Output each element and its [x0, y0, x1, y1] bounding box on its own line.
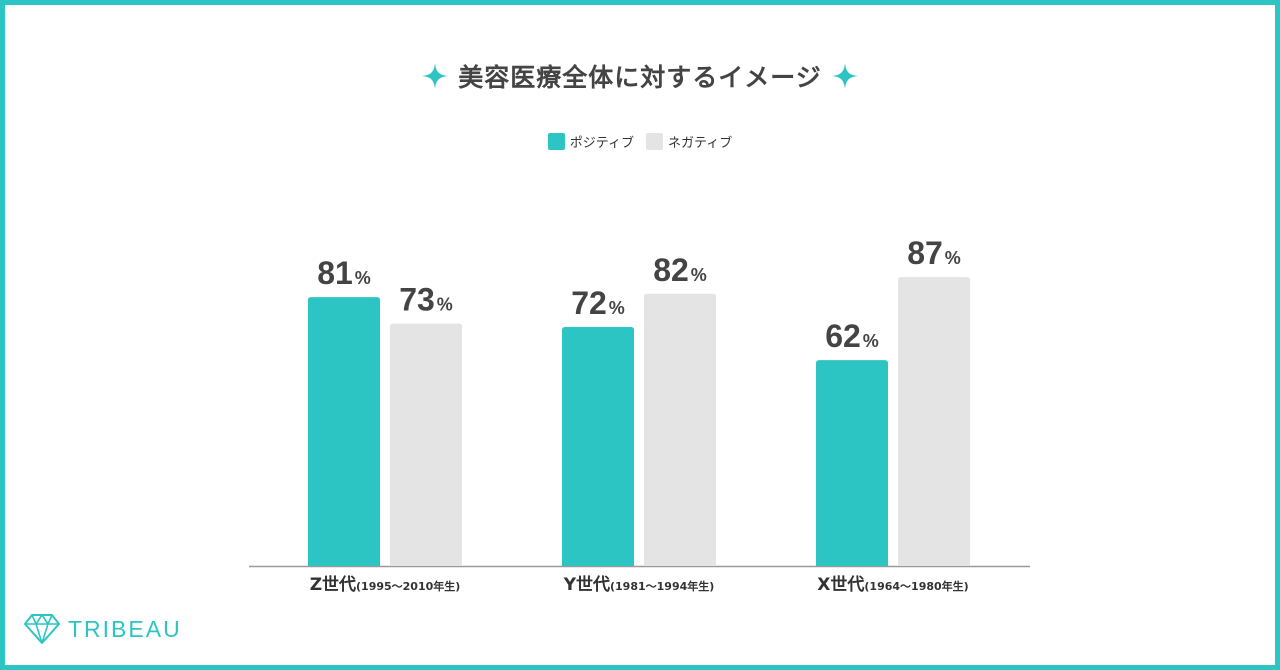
data-label-positive-1: 81%	[317, 255, 371, 291]
brand-name: TRIBEAU	[68, 615, 182, 642]
chart-title: 美容医療全体に対するイメージ	[0, 56, 1280, 96]
bar-negative-1	[390, 323, 462, 566]
sparkle-left-icon	[422, 63, 449, 89]
diamond-logo-icon	[24, 614, 60, 644]
category-label-2: Y世代(1981〜1994年生)	[563, 574, 715, 595]
brand-logo: TRIBEAU	[24, 612, 182, 646]
bar-positive-3	[816, 360, 888, 566]
legend-item-positive: ポジティブ	[547, 132, 634, 151]
chart-title-text: 美容医療全体に対するイメージ	[458, 63, 822, 92]
legend-label-positive: ポジティブ	[569, 135, 634, 151]
data-label-negative-1: 73%	[399, 282, 453, 318]
category-label-1: Z世代(1995〜2010年生)	[310, 574, 461, 595]
legend-swatch-positive	[547, 132, 565, 150]
category-label-3: X世代(1964〜1980年生)	[817, 574, 968, 595]
data-label-negative-2: 82%	[653, 252, 707, 288]
legend-label-negative: ネガティブ	[668, 135, 733, 151]
data-label-negative-3: 87%	[907, 235, 961, 271]
legend-item-negative: ネガティブ	[646, 132, 732, 151]
bar-negative-3	[898, 277, 970, 566]
data-label-positive-3: 62%	[825, 318, 879, 354]
sparkle-right-icon	[831, 63, 858, 89]
legend-swatch-negative	[646, 132, 663, 150]
bar-positive-2	[562, 326, 634, 566]
bar-positive-1	[308, 297, 380, 566]
bar-negative-2	[644, 293, 716, 566]
data-label-positive-2: 72%	[571, 285, 625, 321]
chart-legend: ポジティブ ネガティブ	[0, 130, 1280, 152]
